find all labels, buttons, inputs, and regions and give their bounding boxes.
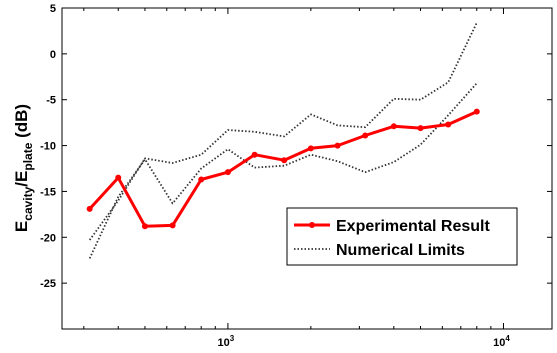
data-point-experimental [141,223,148,230]
y-tick-label: -20 [40,232,56,244]
plot-area [61,7,553,330]
y-tick-label: 0 [50,49,56,61]
y-axis-label: Ecavity/Eplate (dB) [12,104,35,232]
axis-ticks: 5 0 -5 -10 -15 -20 -25 103 104 [40,3,552,349]
y-tick-label: -25 [40,278,56,290]
data-point-experimental [115,174,122,181]
y-tick-label: -15 [40,186,56,198]
data-point-experimental [281,157,288,164]
data-point-experimental [334,142,341,149]
data-point-experimental [224,169,231,176]
legend-label-experimental: Experimental Result [336,218,491,235]
x-tick-label: 103 [218,334,235,349]
data-point-experimental [86,205,93,212]
series-line-numerical-limit [88,22,478,241]
y-tick-label: -5 [46,95,56,107]
data-point-experimental [251,151,258,158]
series-layer [86,22,480,259]
data-point-experimental [417,125,424,132]
data-point-experimental [473,108,480,115]
data-point-experimental [390,123,397,130]
data-point-experimental [307,145,314,152]
y-tick-label: 5 [50,3,56,15]
legend: Experimental Result Numerical Limits [286,207,518,266]
x-tick-label: 104 [493,334,510,349]
data-point-experimental [198,176,205,183]
legend-label-numerical: Numerical Limits [336,242,465,259]
data-point-experimental [169,222,176,229]
legend-marker-experimental [309,222,315,228]
y-tick-label: -10 [40,141,56,153]
data-point-experimental [362,132,369,139]
legend-box [286,207,518,266]
data-point-experimental [445,121,452,128]
